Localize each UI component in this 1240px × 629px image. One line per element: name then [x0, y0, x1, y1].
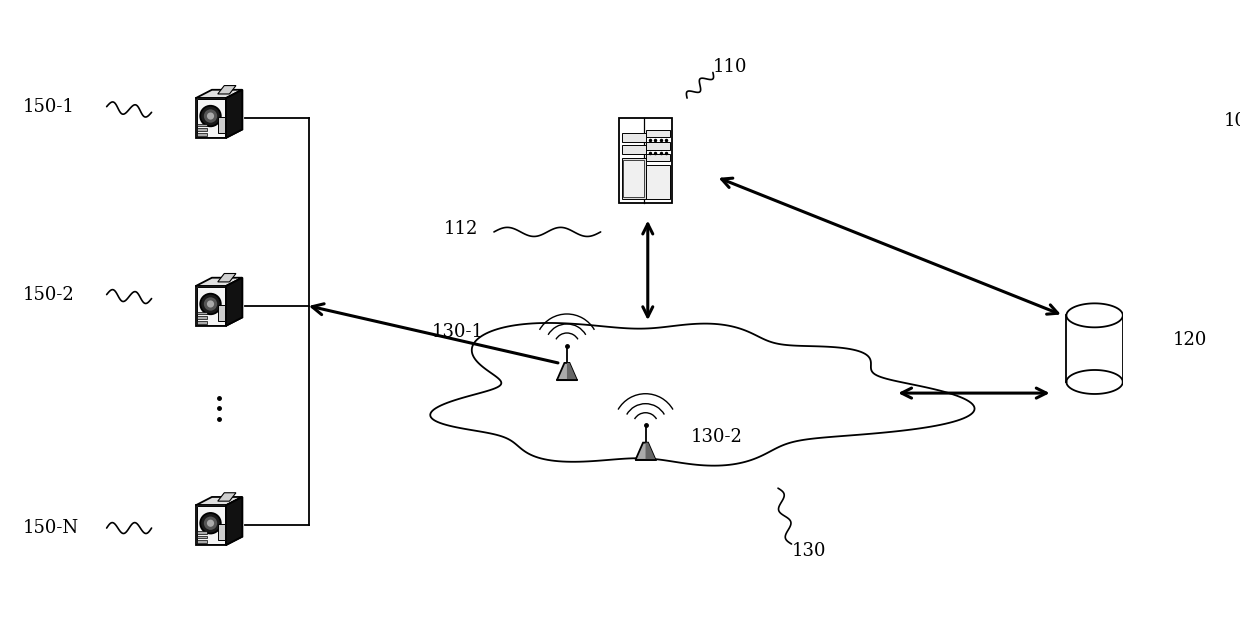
Bar [624, 160, 644, 198]
Text: 100: 100 [1224, 112, 1240, 130]
Bar [197, 321, 207, 324]
Polygon shape [636, 443, 656, 460]
Bar [197, 531, 207, 533]
Polygon shape [218, 86, 236, 94]
Polygon shape [226, 497, 242, 545]
Bar [621, 158, 646, 199]
Polygon shape [218, 493, 236, 501]
Circle shape [200, 106, 221, 126]
Polygon shape [196, 506, 224, 544]
Circle shape [207, 301, 215, 308]
Polygon shape [430, 323, 975, 465]
Bar [619, 118, 672, 203]
Bar [218, 117, 226, 133]
Bar [646, 153, 670, 161]
Polygon shape [226, 90, 242, 138]
Text: 120: 120 [1173, 331, 1208, 349]
Polygon shape [196, 505, 226, 545]
Text: 112: 112 [444, 220, 477, 238]
Polygon shape [196, 98, 226, 138]
Polygon shape [567, 363, 577, 380]
Text: 130-2: 130-2 [691, 428, 743, 446]
Text: 150-1: 150-1 [22, 97, 74, 116]
Bar [197, 133, 207, 136]
Polygon shape [196, 287, 224, 325]
Bar [1066, 315, 1122, 382]
Bar [197, 316, 207, 319]
Polygon shape [226, 497, 242, 545]
Bar [218, 304, 226, 321]
Text: 110: 110 [713, 58, 748, 75]
Polygon shape [196, 278, 242, 286]
Polygon shape [226, 278, 242, 326]
Polygon shape [196, 99, 224, 137]
Circle shape [203, 516, 217, 530]
Bar [197, 128, 207, 131]
Text: 130: 130 [791, 542, 826, 560]
Polygon shape [196, 286, 226, 326]
Polygon shape [226, 90, 242, 138]
Bar [646, 130, 670, 137]
Circle shape [200, 294, 221, 314]
Bar [218, 524, 226, 540]
Polygon shape [196, 497, 242, 505]
Bar [197, 311, 207, 314]
Circle shape [207, 113, 215, 120]
Bar [646, 142, 670, 150]
Bar [197, 123, 207, 126]
Text: 150-N: 150-N [22, 519, 78, 537]
Polygon shape [196, 90, 242, 98]
Circle shape [207, 520, 215, 527]
Text: 130-1: 130-1 [433, 323, 485, 340]
Polygon shape [1066, 303, 1122, 327]
Bar [197, 535, 207, 538]
Bar [621, 145, 646, 154]
Text: 150-2: 150-2 [22, 286, 74, 304]
Bar [646, 165, 670, 199]
Bar [621, 133, 646, 142]
Circle shape [200, 513, 221, 533]
Polygon shape [646, 443, 656, 460]
Circle shape [203, 109, 217, 123]
Polygon shape [557, 363, 577, 380]
Circle shape [203, 298, 217, 311]
Polygon shape [218, 274, 236, 282]
Bar [197, 540, 207, 543]
Polygon shape [1066, 370, 1122, 394]
Polygon shape [226, 278, 242, 326]
